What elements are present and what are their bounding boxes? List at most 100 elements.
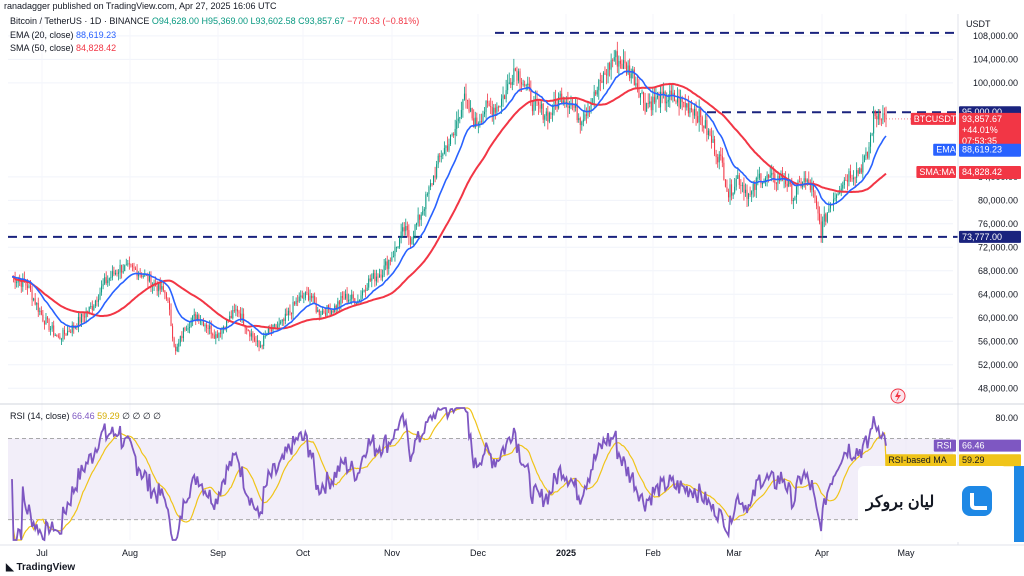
candle-body: [307, 293, 309, 301]
candle-body: [182, 327, 184, 339]
candle-body: [80, 313, 82, 323]
candle-body: [744, 189, 746, 194]
currency-label[interactable]: USDT: [966, 19, 991, 29]
candle-body: [511, 81, 513, 85]
candle-body: [531, 104, 533, 112]
axis-value-label: 07:53:35: [962, 136, 997, 146]
candle-body: [324, 312, 326, 316]
candle-body: [707, 130, 709, 136]
candle-body: [615, 51, 617, 58]
candle-body: [437, 155, 439, 165]
candle-body: [755, 178, 757, 190]
candle-body: [138, 272, 140, 277]
candle-body: [470, 107, 472, 112]
candle-body: [646, 103, 648, 112]
candle-body: [446, 145, 448, 151]
candle-body: [655, 97, 657, 103]
candle-body: [883, 113, 885, 115]
candle-body: [468, 100, 470, 112]
candle-body: [434, 175, 436, 178]
candle-body: [153, 282, 155, 285]
candle-body: [491, 107, 493, 116]
price-tick-label: 76,000.00: [978, 219, 1018, 229]
series-name-badge: [916, 165, 956, 178]
candle-body: [462, 99, 464, 110]
candle-body: [97, 299, 99, 302]
candle-body: [164, 290, 166, 294]
candle-body: [165, 293, 167, 299]
candle-body: [331, 310, 333, 315]
candle-body: [622, 60, 624, 69]
candle-body: [627, 65, 629, 74]
candle-body: [258, 340, 260, 347]
candle-body: [377, 276, 379, 278]
candle-body: [185, 329, 187, 331]
candle-body: [91, 306, 93, 311]
candle-body: [808, 179, 810, 185]
candle-body: [223, 326, 225, 329]
candle-body: [823, 214, 825, 222]
legend-change: −770.33 (−0.81%): [347, 16, 420, 26]
rsi-legend[interactable]: RSI (14, close) 66.46 59.29 ∅ ∅ ∅ ∅: [10, 411, 161, 422]
candle-body: [395, 246, 397, 248]
price-tick-label: 52,000.00: [978, 360, 1018, 370]
time-tick-label: Feb: [645, 548, 661, 558]
candle-body: [854, 177, 856, 179]
candle-body: [311, 295, 313, 299]
candle-body: [118, 272, 120, 274]
candle-body: [754, 184, 756, 190]
candle-body: [295, 300, 297, 305]
candle-body: [555, 99, 557, 104]
candle-body: [609, 63, 611, 70]
candle-body: [675, 101, 677, 103]
candle-body: [504, 95, 506, 100]
candle-body: [309, 295, 311, 301]
candle-body: [229, 315, 231, 321]
candle-body: [778, 175, 780, 181]
candle-body: [567, 101, 569, 109]
candle-body: [419, 214, 421, 220]
candle-body: [317, 310, 319, 313]
candle-body: [101, 286, 103, 293]
candle-body: [133, 266, 135, 269]
candle-body: [547, 111, 549, 122]
legend-sma[interactable]: SMA (50, close) 84,828.42: [10, 43, 116, 53]
candle-body: [320, 314, 322, 316]
candle-body: [454, 128, 456, 136]
candle-body: [487, 100, 489, 104]
candle-body: [192, 315, 194, 321]
candle-body: [260, 345, 262, 347]
candle-body: [190, 320, 192, 328]
legend-ema[interactable]: EMA (20, close) 88,619.23: [10, 30, 116, 40]
candle-body: [337, 301, 339, 309]
candle-body: [17, 280, 19, 283]
candle-body: [806, 179, 808, 182]
candle-body: [805, 178, 807, 182]
candle-body: [65, 334, 67, 336]
candle-body: [775, 183, 777, 184]
candle-body: [142, 275, 144, 277]
candle-body: [335, 305, 337, 309]
candle-body: [54, 335, 56, 336]
rsi-value-badge: [959, 439, 1021, 452]
candle-body: [663, 91, 665, 95]
candle-body: [167, 298, 169, 301]
candle-body: [442, 153, 444, 156]
legend-ema-name: EMA (20, close): [10, 30, 74, 40]
candle-body: [352, 294, 354, 299]
rsi-tick-label: 80.00: [995, 413, 1018, 423]
time-tick-label: Sep: [210, 548, 226, 558]
sma-line: [12, 82, 887, 330]
candle-body: [837, 193, 839, 196]
candle-body: [64, 329, 66, 335]
candle-body: [820, 221, 822, 236]
price-tick-label: 104,000.00: [973, 54, 1018, 64]
candle-body: [678, 96, 680, 108]
time-tick-label: Jul: [36, 548, 48, 558]
candle-body: [484, 111, 486, 115]
candle-body: [233, 310, 235, 311]
candle-body: [22, 278, 24, 287]
ema-line: [12, 70, 887, 336]
candle-body: [26, 285, 28, 288]
